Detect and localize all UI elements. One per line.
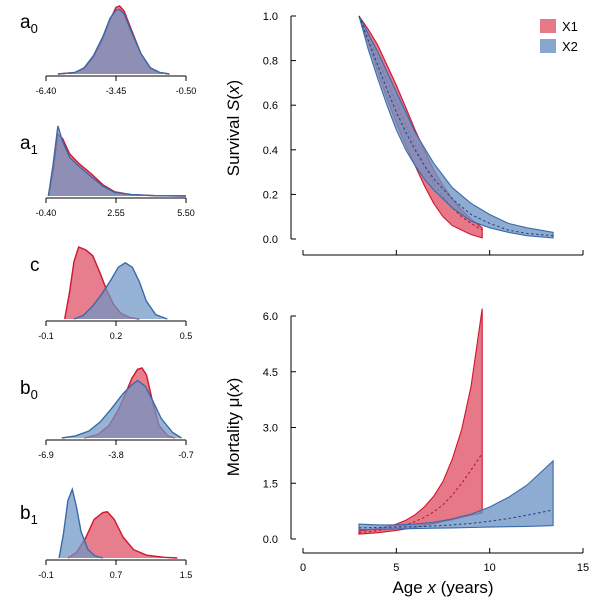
x-tick-label: -0.1	[38, 570, 54, 580]
panel-label: c	[30, 255, 40, 276]
x-tick-label: -0.1	[38, 331, 54, 341]
y-tick-label: 0.0	[263, 234, 278, 246]
band-x1	[358, 308, 483, 535]
mortality-panel: 0.0 1.5 3.0 4.5 6.0 Mortality μ(x) 0 5 10 15 Age x…	[224, 308, 589, 597]
y-tick-label: 0.2	[263, 189, 278, 201]
x-tick-label: -3.8	[108, 450, 124, 460]
y-axis-title: Mortality μ(x)	[224, 378, 243, 477]
x-tick-label: 2.55	[107, 208, 125, 218]
x-tick-label: 1.5	[180, 570, 193, 580]
density-panel-b0: b0 -6.9 -3.8 -0.7	[20, 367, 194, 460]
panel-label: b1	[20, 503, 38, 527]
density-line-x2	[58, 487, 104, 559]
density-fill-x2	[59, 489, 103, 558]
density-fill-x2	[61, 380, 182, 438]
density-panel-a0: a0 -6.40 -3.45 -0.50	[20, 5, 197, 96]
x-tick-label: 0.7	[110, 570, 123, 580]
legend-swatch-x2	[540, 39, 556, 53]
density-line-x2	[47, 125, 187, 197]
y-tick-label: 1.5	[263, 478, 278, 490]
density-fill-x2	[74, 262, 168, 319]
x-tick-label: -6.40	[36, 86, 57, 96]
band-x2	[358, 15, 554, 239]
density-fill-x1	[64, 247, 140, 319]
x-tick-label: -3.45	[106, 86, 127, 96]
y-tick-label: 0.4	[263, 145, 278, 157]
x-axis-title: Age x (years)	[392, 578, 493, 597]
median-line-x2	[358, 509, 554, 529]
y-tick-label: 0.6	[263, 100, 278, 112]
legend-label-x2: X2	[562, 39, 578, 54]
y-tick-label: 1.0	[263, 11, 278, 23]
legend-swatch-x1	[540, 19, 556, 33]
density-panel-a1: a1 -0.40 2.55 5.50	[20, 125, 195, 218]
y-tick-label: 4.5	[263, 367, 278, 379]
density-fill-x2	[57, 9, 170, 74]
x-tick-label: 15	[577, 562, 589, 574]
band-x2	[358, 459, 554, 531]
density-fill-x2	[48, 126, 187, 196]
y-axis-title: Survival S(x)	[224, 80, 243, 176]
density-panel-b1: b1 -0.1 0.7 1.5	[20, 487, 193, 580]
panel-label: b0	[20, 378, 38, 402]
y-tick-label: 0.0	[263, 534, 278, 546]
x-tick-label: 10	[484, 562, 496, 574]
x-tick-label: 5.50	[177, 208, 195, 218]
x-tick-label: 5	[393, 562, 399, 574]
density-line-x2	[57, 8, 170, 75]
x-tick-label: -0.7	[178, 450, 194, 460]
x-tick-label: 0.5	[180, 331, 193, 341]
x-tick-label: -0.40	[36, 208, 57, 218]
x-tick-label: 0.2	[110, 331, 123, 341]
panel-label: a1	[20, 133, 38, 157]
panel-label: a0	[20, 12, 38, 36]
y-tick-label: 6.0	[263, 311, 278, 323]
y-tick-label: 0.8	[263, 56, 278, 68]
median-line-x1	[358, 453, 483, 534]
x-tick-label: 0	[300, 562, 306, 574]
density-line-x2	[61, 379, 182, 439]
survival-panel: 0.0 0.2 0.4 0.6 0.8 1.0 Survival S(x)	[224, 11, 584, 256]
density-panel-c: c -0.1 0.2 0.5	[30, 246, 193, 341]
density-line-x2	[73, 261, 168, 320]
x-tick-label: -6.9	[38, 450, 54, 460]
x-tick-label: -0.50	[176, 86, 197, 96]
legend-label-x1: X1	[562, 19, 578, 34]
density-fill-x1	[67, 511, 178, 558]
y-tick-label: 3.0	[263, 423, 278, 435]
median-line-x2	[358, 15, 554, 237]
